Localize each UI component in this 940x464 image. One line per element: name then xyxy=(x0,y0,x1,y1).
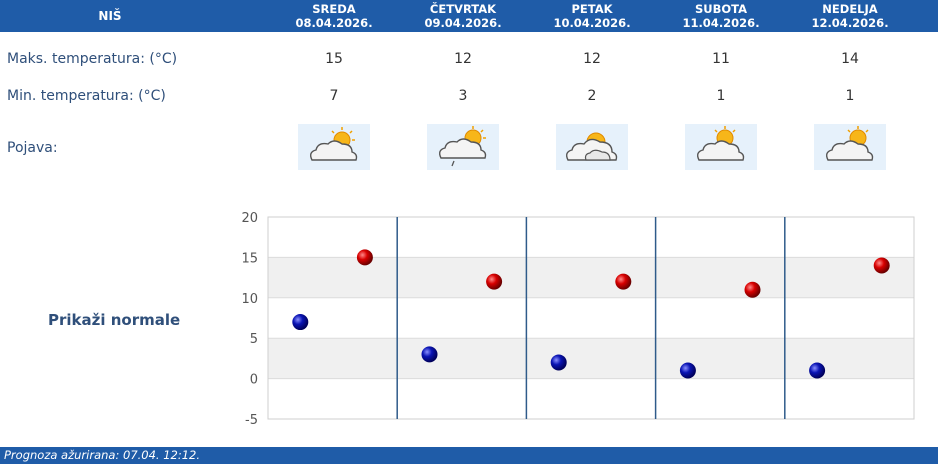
max-temp-value: 15 xyxy=(325,51,343,67)
partly-cloudy-light-rain-icon xyxy=(427,124,499,170)
day-date: 10.04.2026. xyxy=(553,16,631,30)
min-temp-point xyxy=(679,362,696,379)
day-date: 09.04.2026. xyxy=(424,16,502,30)
max-temp-value: 14 xyxy=(841,51,859,67)
min-temp-value: 3 xyxy=(458,88,468,104)
plot-border xyxy=(267,216,915,420)
chart-band xyxy=(268,257,914,298)
y-tick-label: 10 xyxy=(241,292,258,307)
phenomenon-label: Pojava: xyxy=(7,140,58,156)
y-tick-label: -5 xyxy=(245,413,258,428)
max-temp-point xyxy=(356,249,373,266)
max-temp-point xyxy=(873,257,890,274)
min-temp-point xyxy=(550,354,567,371)
day-header-3: PETAK 10.04.2026. xyxy=(528,2,656,30)
forecast-header: NIŠ SREDA 08.04.2026. ČETVRTAK 09.04.202… xyxy=(0,0,938,32)
temperature-chart: 20 15 10 5 0 -5 xyxy=(241,211,915,428)
max-temp-point xyxy=(615,273,632,290)
update-text: Prognoza ažurirana: 07.04. 12:12. xyxy=(4,448,201,462)
day-date: 11.04.2026. xyxy=(682,16,760,30)
y-tick-label: 20 xyxy=(241,211,258,226)
day-name: PETAK xyxy=(571,2,613,16)
y-tick-label: 5 xyxy=(250,332,258,347)
y-tick-label: 0 xyxy=(250,373,258,388)
max-temp-value: 11 xyxy=(712,51,730,67)
min-temp-label: Min. temperatura: (°C) xyxy=(7,88,166,104)
cloudy-sun-icon xyxy=(556,124,628,170)
show-normals-link[interactable]: Prikaži normale xyxy=(48,311,181,329)
day-header-1: SREDA 08.04.2026. xyxy=(270,2,398,30)
partly-cloudy-icon xyxy=(298,124,370,170)
update-footer: Prognoza ažurirana: 07.04. 12:12. xyxy=(0,447,938,464)
max-temp-label: Maks. temperatura: (°C) xyxy=(7,51,178,67)
min-temp-value: 1 xyxy=(716,88,726,104)
day-header-5: NEDELJA 12.04.2026. xyxy=(786,2,914,30)
y-tick-label: 15 xyxy=(241,251,258,266)
city-name: NIŠ xyxy=(98,9,122,23)
day-date: 12.04.2026. xyxy=(811,16,889,30)
day-name: ČETVRTAK xyxy=(429,2,497,16)
min-temp-value: 1 xyxy=(845,88,855,104)
max-temp-point xyxy=(486,273,503,290)
min-temp-value: 2 xyxy=(587,88,597,104)
max-temp-value: 12 xyxy=(583,51,601,67)
min-temp-value: 7 xyxy=(329,88,339,104)
min-temp-point xyxy=(421,346,438,363)
day-header-4: SUBOTA 11.04.2026. xyxy=(657,2,785,30)
day-name: SUBOTA xyxy=(694,2,747,16)
day-name: SREDA xyxy=(312,2,356,16)
max-temp-point xyxy=(744,281,761,298)
day-header-2: ČETVRTAK 09.04.2026. xyxy=(399,2,527,30)
min-temp-point xyxy=(292,314,309,331)
partly-cloudy-icon xyxy=(685,124,757,170)
partly-cloudy-icon xyxy=(814,124,886,170)
day-name: NEDELJA xyxy=(822,2,878,16)
min-temp-point xyxy=(809,362,826,379)
day-date: 08.04.2026. xyxy=(295,16,373,30)
max-temp-value: 12 xyxy=(454,51,472,67)
chart-band xyxy=(268,338,914,379)
